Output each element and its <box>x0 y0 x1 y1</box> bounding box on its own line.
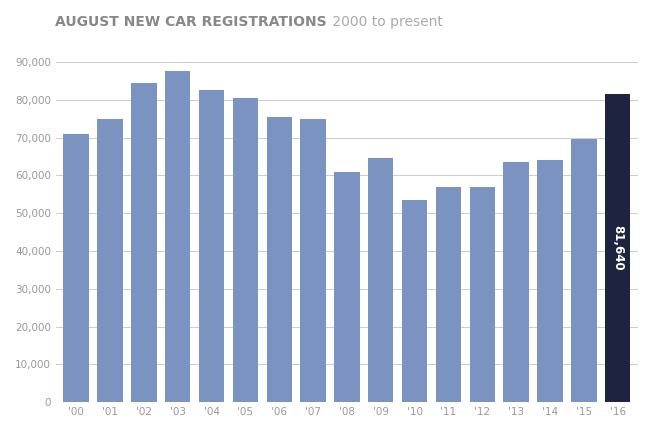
Bar <box>232 98 258 402</box>
Bar <box>436 187 461 402</box>
Bar <box>165 71 191 402</box>
Bar <box>605 94 630 402</box>
Text: AUGUST NEW CAR REGISTRATIONS: AUGUST NEW CAR REGISTRATIONS <box>55 15 326 29</box>
Bar <box>368 159 394 402</box>
Bar <box>402 200 427 402</box>
Bar <box>97 119 123 402</box>
Bar <box>503 162 529 402</box>
Text: 2000 to present: 2000 to present <box>328 15 443 29</box>
Bar <box>571 140 597 402</box>
Bar <box>537 160 563 402</box>
Text: 81,640: 81,640 <box>611 225 624 271</box>
Bar <box>131 83 157 402</box>
Bar <box>300 119 326 402</box>
Bar <box>199 90 224 402</box>
Bar <box>266 117 292 402</box>
Bar <box>470 187 495 402</box>
Bar <box>63 134 89 402</box>
Bar <box>334 172 360 402</box>
